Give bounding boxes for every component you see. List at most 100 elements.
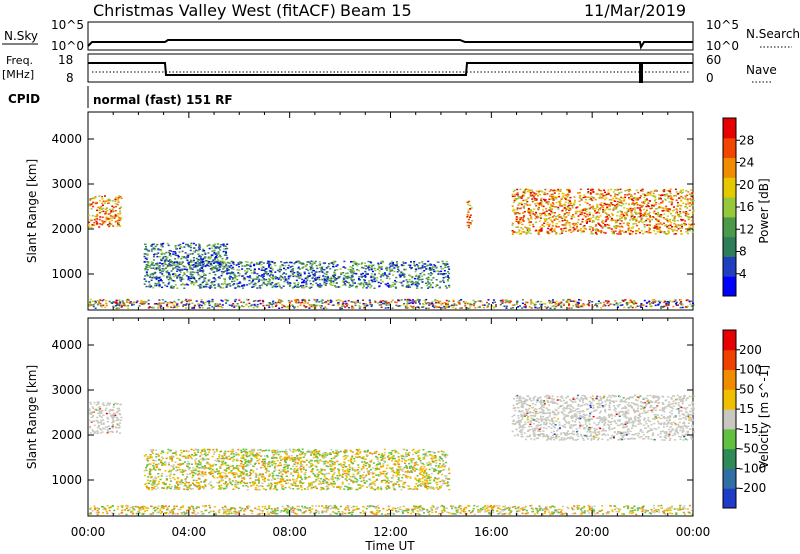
echo-cell [534,306,537,309]
echo-cell [96,218,99,220]
echo-cell [225,251,228,253]
echo-cell [637,191,640,194]
echo-cell [222,271,225,273]
power-echo-region [88,195,123,229]
echo-cell [349,268,352,271]
echo-cell [432,266,435,269]
echo-cell [363,279,366,281]
echo-cell [650,205,653,208]
echo-cell [582,225,585,228]
echo-cell [559,200,562,202]
echo-cell [415,483,418,485]
echo-cell [417,283,420,285]
echo-cell [217,260,220,263]
echo-cell [310,481,313,484]
echo-cell [155,264,158,266]
echo-cell [309,287,311,289]
echo-cell [180,284,183,286]
echo-cell [161,245,164,248]
echo-cell [225,258,228,261]
echo-cell [282,285,285,287]
echo-cell [188,279,191,282]
echo-cell [190,246,192,249]
echo-cell [117,419,120,421]
echo-cell [90,208,93,210]
echo-cell [580,228,582,230]
echo-cell [89,401,92,404]
echo-cell [269,488,272,490]
echo-cell [532,223,535,226]
echo-cell [434,298,437,301]
echo-cell [567,202,570,204]
echo-cell [166,260,168,262]
echo-cell [267,283,270,285]
echo-cell [343,274,346,277]
echo-cell [176,277,179,279]
echo-cell [677,224,680,227]
velocity-scatter [88,394,695,516]
echo-cell [185,481,188,484]
echo-cell [336,486,338,488]
echo-cell [152,287,155,289]
echo-cell [95,216,98,218]
echo-cell [513,211,516,214]
echo-cell [626,223,629,225]
echo-cell [569,226,572,228]
echo-cell [155,485,158,487]
echo-cell [431,302,433,305]
echo-cell [397,266,400,268]
echo-cell [160,302,163,305]
echo-cell [159,271,162,274]
echo-cell [282,278,285,280]
echo-cell [674,188,677,191]
echo-cell [379,303,382,306]
echo-cell [230,304,233,306]
echo-cell [680,199,682,201]
echo-cell [195,244,197,246]
echo-cell [351,266,353,269]
echo-cell [195,280,198,282]
echo-cell [561,224,564,226]
echo-cell [318,275,321,277]
echo-cell [666,209,669,211]
echo-cell [260,279,263,281]
echo-cell [391,265,394,267]
echo-cell [443,270,446,272]
echo-cell [194,459,197,461]
echo-cell [675,191,678,193]
echo-cell [157,265,160,267]
echo-cell [446,266,449,268]
echo-cell [155,275,158,278]
echo-cell [402,261,405,263]
echo-cell [270,271,273,274]
echo-cell [174,302,177,304]
echo-cell [356,285,358,288]
echo-cell [297,282,300,284]
echo-cell [261,299,264,302]
echo-cell [433,478,436,481]
echo-cell [213,252,216,254]
echo-cell [187,277,190,279]
echo-cell [672,305,675,308]
echo-cell [404,307,407,309]
echo-cell [441,458,444,460]
echo-cell [617,306,619,308]
echo-cell [592,216,595,218]
echo-cell [636,305,639,307]
echo-cell [154,460,157,462]
echo-cell [158,285,161,287]
echo-cell [153,465,156,467]
echo-cell [254,305,257,307]
echo-cell [351,284,354,287]
echo-cell [363,281,366,284]
echo-cell [684,306,687,308]
echo-cell [332,464,335,466]
echo-cell [603,225,606,228]
echo-cell [423,270,426,272]
echo-cell [422,303,425,306]
echo-cell [461,307,463,309]
echo-cell [323,277,326,280]
y-tick-label: 4000 [51,132,82,146]
echo-cell [217,253,220,255]
echo-cell [512,231,514,234]
